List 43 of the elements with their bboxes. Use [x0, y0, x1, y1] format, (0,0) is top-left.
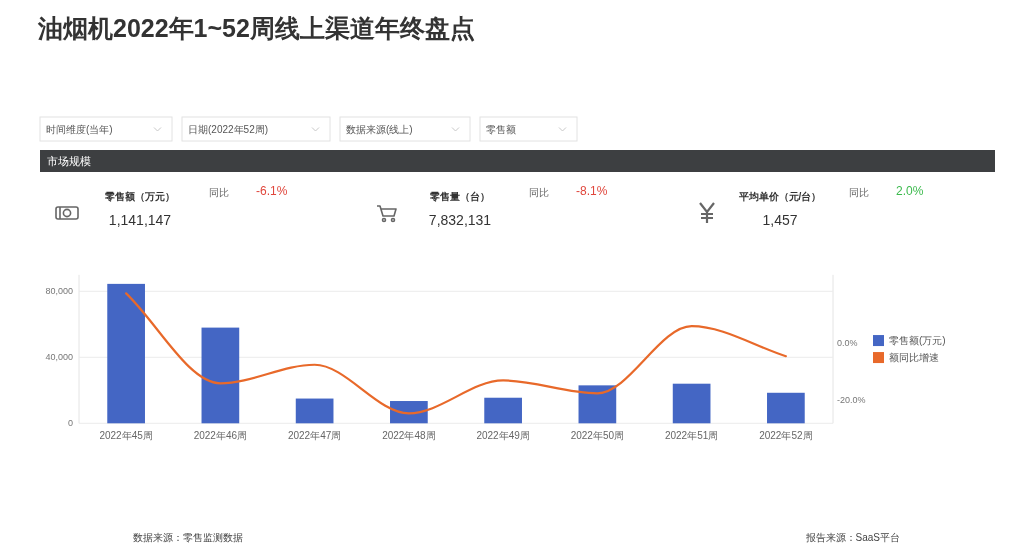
dropdown-label: 时间维度(当年): [46, 124, 113, 135]
x-tick-label: 2022年48周: [382, 429, 436, 441]
bar: [107, 283, 145, 424]
text: 同比: [209, 186, 229, 198]
x-tick-label: 2022年52周: [759, 429, 813, 441]
data-label: 7,832,131: [428, 212, 492, 228]
x-tick-label: 2022年49周: [476, 429, 530, 441]
bar: [767, 392, 805, 424]
data-label: 2.0%: [896, 184, 924, 198]
dropdown-label: 零售额: [486, 124, 516, 135]
data-label: 1,457: [762, 212, 798, 228]
bar: [295, 398, 334, 424]
dropdown-label: 数据来源(线上): [346, 124, 413, 135]
bar: [484, 397, 522, 424]
line-series: [125, 292, 787, 415]
source-note: 数据来源：零售监测数据: [133, 531, 243, 543]
bar: [672, 383, 711, 424]
y2-tick-label: -20.0%: [837, 395, 866, 406]
data-label: -6.1%: [256, 184, 288, 198]
x-tick-label: 2022年46周: [193, 429, 248, 441]
section-header: 市场规模: [47, 155, 91, 167]
category-label: 零售额（万元）: [104, 190, 175, 202]
category-label: 平均单价（元/台）: [737, 190, 822, 202]
text: 同比: [529, 186, 549, 198]
text: 油烟机2022年1~52周线上渠道年终盘点: [37, 14, 475, 42]
bar: [201, 327, 240, 424]
x-tick-label: 2022年47周: [287, 429, 342, 441]
x-tick-label: 2022年45周: [99, 429, 153, 441]
data-label: 1,141,147: [108, 212, 172, 228]
y-tick-label: 0: [67, 418, 73, 429]
bar: [578, 385, 617, 424]
x-tick-label: 2022年50周: [570, 429, 625, 441]
y-tick-label: 80,000: [45, 286, 73, 297]
dropdown-label: 日期(2022年52周): [188, 124, 269, 135]
source-note: 报告来源：SaaS平台: [805, 531, 900, 543]
text: 同比: [849, 186, 869, 198]
legend-label: 额同比增速: [889, 352, 939, 364]
y-tick-label: 40,000: [45, 352, 73, 363]
x-tick-label: 2022年51周: [664, 429, 719, 441]
legend-label: 零售额(万元): [889, 335, 946, 347]
y2-tick-label: 0.0%: [837, 338, 858, 349]
data-label: -8.1%: [576, 184, 608, 198]
category-label: 零售量（台）: [429, 190, 490, 202]
